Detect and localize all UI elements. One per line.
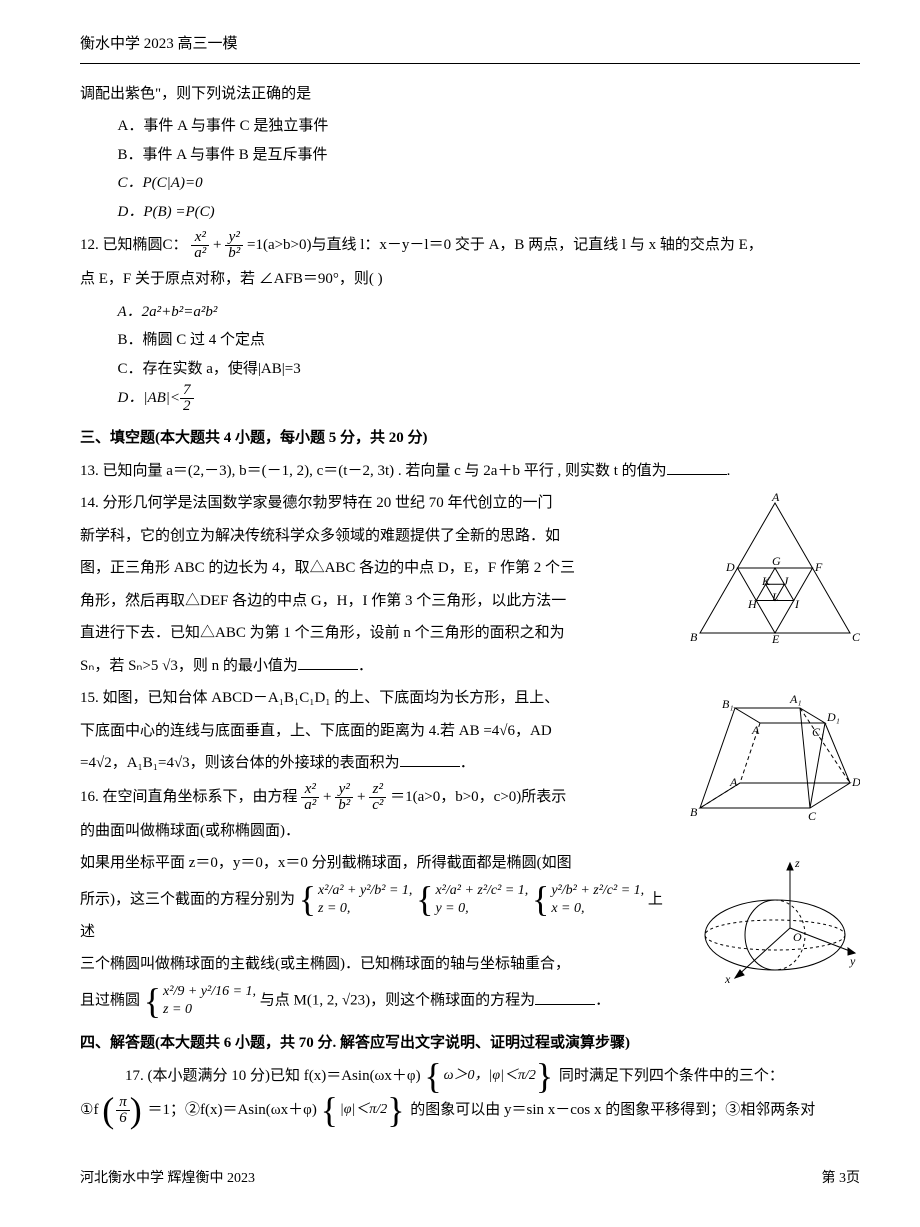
q11-intro: 调配出紫色"，则下列说法正确的是: [80, 80, 860, 109]
lbl-B: B: [690, 805, 698, 819]
footer-right: 第 3页: [822, 1166, 861, 1193]
lbl-B: B: [690, 630, 698, 643]
section-3-title: 三、填空题(本大题共 4 小题，每小题 5 分，共 20 分): [80, 424, 860, 453]
fig-ellipsoid: z y x O: [680, 853, 860, 1003]
q12-opt-d: D．|AB|<72: [118, 383, 861, 414]
q11-opt-d: D．P(B) =P(C): [118, 198, 861, 227]
lbl-H: H: [747, 597, 758, 611]
lbl-O: O: [793, 930, 802, 944]
lbl-A2: A: [729, 775, 738, 789]
q14-l6: Sₙ，若 Sₙ>5 √3，则 n 的最小值为．: [80, 652, 860, 681]
lbl-D: D: [725, 560, 735, 574]
q11-opt-a: A．事件 A 与事件 C 是独立事件: [118, 112, 861, 141]
q12-line1: 12. 已知椭圆C： x²a² + y²b² =1(a>b>0)与直线 l：x－…: [80, 230, 860, 261]
lbl-I: I: [794, 597, 800, 611]
lbl-C1: C₁: [812, 725, 824, 739]
q12-line2: 点 E，F 关于原点对称，若 ∠AFB＝90°，则( ): [80, 265, 860, 294]
lbl-J: J: [783, 574, 789, 588]
lbl-A: A: [751, 723, 760, 737]
lbl-D: D: [851, 775, 860, 789]
page-header: 衡水中学 2023 高三一模: [80, 30, 860, 64]
q12-opt-a: A．2a²+b²=a²b²: [118, 298, 861, 327]
q16-blank: [535, 989, 595, 1005]
fig-triangle-fractal: A B C D E F G H I J K L: [690, 493, 860, 643]
lbl-z: z: [794, 856, 800, 870]
lbl-F: F: [814, 560, 823, 574]
lbl-x: x: [724, 972, 731, 986]
lbl-K: K: [761, 574, 771, 588]
page-footer: 河北衡水中学 辉煌衡中 2023 第 3页: [80, 1166, 860, 1193]
lbl-B1: B₁: [722, 697, 734, 711]
q13-blank: [667, 459, 727, 475]
fig-frustum: A B₁ A₁ D₁ C₁ A B C D: [690, 688, 860, 823]
q12-opt-c: C．存在实数 a，使得|AB|=3: [118, 355, 861, 384]
lbl-D1: D₁: [826, 710, 840, 724]
lbl-E: E: [771, 632, 780, 643]
q17-l1: 17. (本小题满分 10 分)已知 f(x)＝Asin(ωx＋φ) {ω＞0，…: [125, 1062, 860, 1091]
lbl-y: y: [849, 954, 856, 968]
lbl-C: C: [852, 630, 860, 643]
lbl-C: C: [808, 809, 817, 823]
lbl-G: G: [772, 554, 781, 568]
q11-opt-c: C．P(C|A)=0: [118, 169, 861, 198]
q12-opt-b: B．椭圆 C 过 4 个定点: [118, 326, 861, 355]
q11-opt-b: B．事件 A 与事件 B 是互斥事件: [118, 141, 861, 170]
lbl-A1: A₁: [789, 692, 802, 706]
lbl-A: A: [771, 493, 780, 504]
q14-blank: [298, 654, 358, 670]
lbl-L: L: [771, 590, 779, 604]
q15-blank: [400, 751, 460, 767]
footer-left: 河北衡水中学 辉煌衡中 2023: [80, 1166, 255, 1193]
q13: 13. 已知向量 a＝(2,－3), b＝(－1, 2), c＝(t－2, 3t…: [80, 457, 860, 486]
section-4-title: 四、解答题(本大题共 6 小题，共 70 分. 解答应写出文字说明、证明过程或演…: [80, 1029, 860, 1058]
q17-l2: ①f (π6) ＝1；②f(x)＝Asin(ωx＋φ) {|φ|＜π/2} 的图…: [80, 1095, 860, 1126]
